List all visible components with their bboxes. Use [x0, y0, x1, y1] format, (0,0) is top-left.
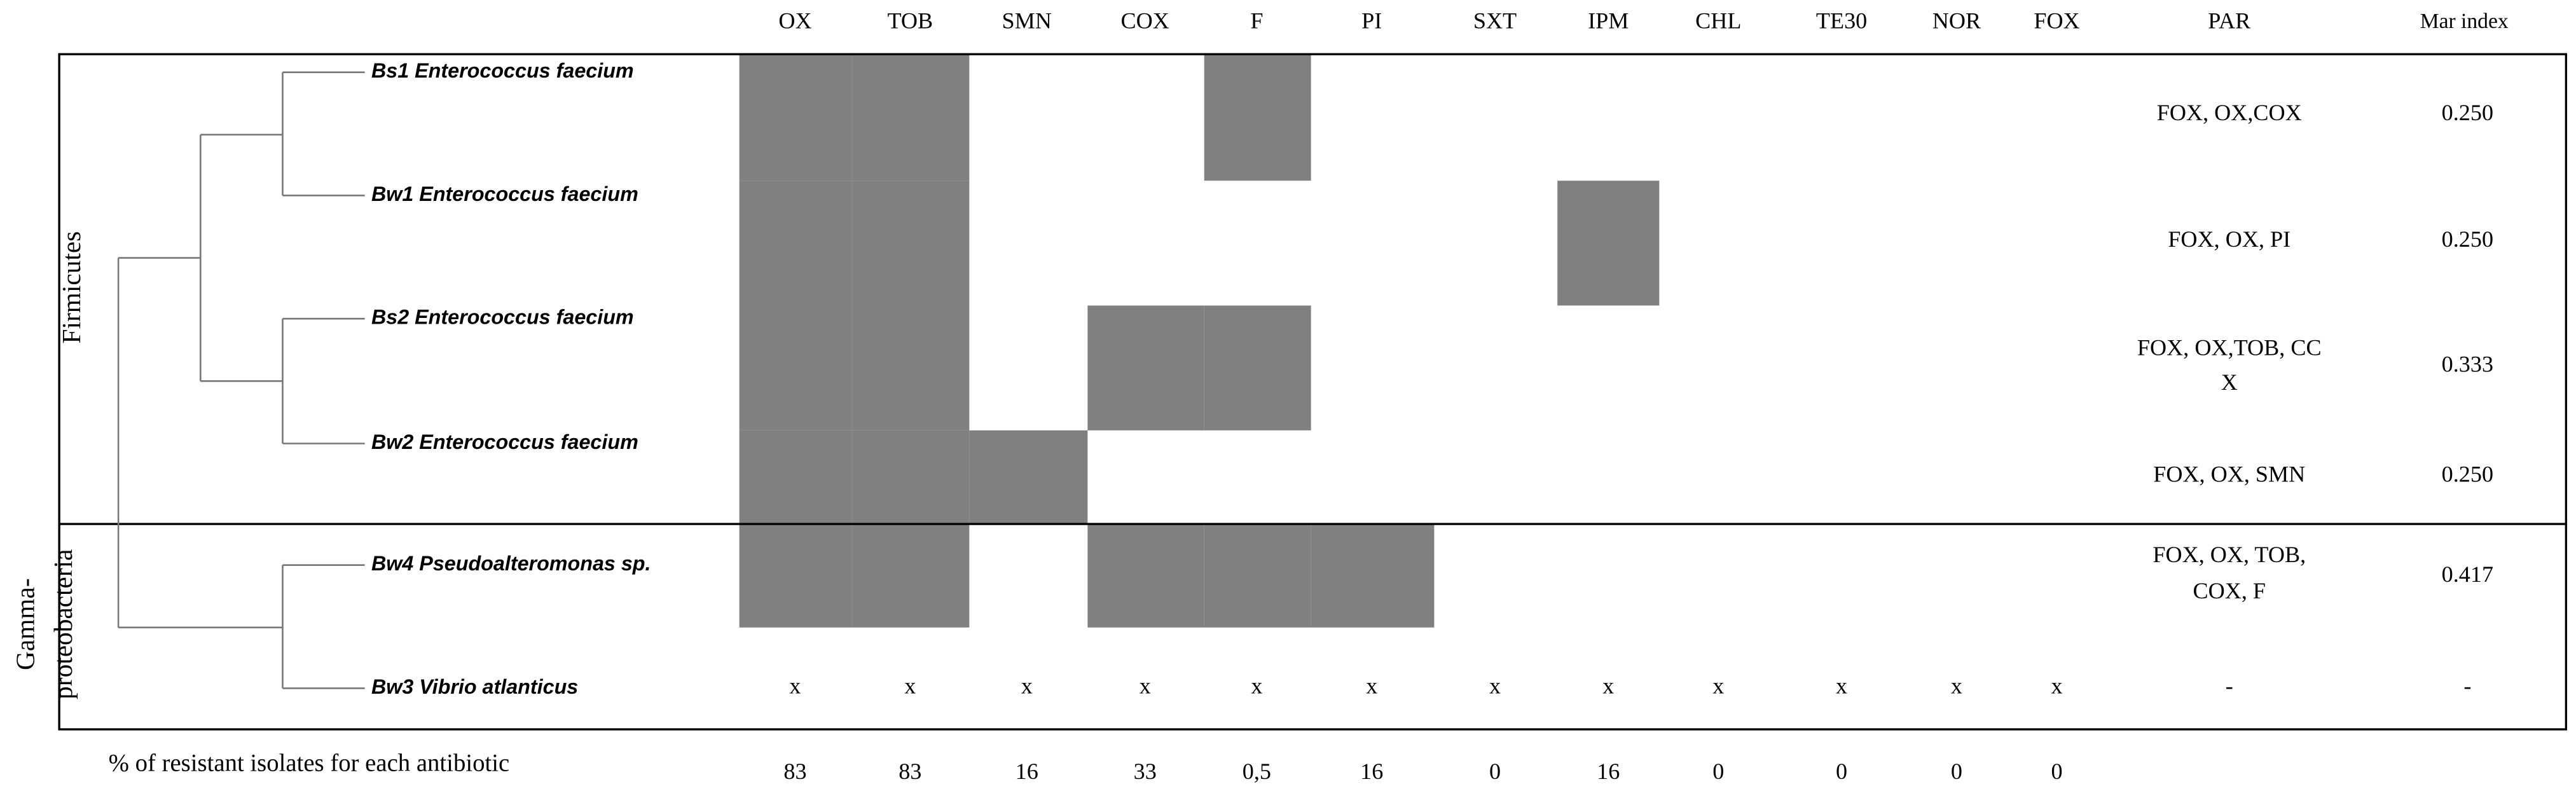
- isolate-label: Bw3 Vibrio atlanticus: [371, 675, 578, 698]
- column-header: NOR: [1932, 8, 1981, 33]
- resistant-cell: [1311, 524, 1435, 628]
- resistant-cell: [739, 54, 853, 181]
- mar-index: 0.417: [2442, 561, 2493, 587]
- mar-index: 0.333: [2442, 351, 2493, 376]
- resistant-cell: [852, 54, 970, 181]
- par-text: X: [2221, 369, 2238, 395]
- column-header: SMN: [1002, 8, 1052, 33]
- isolate-label: Bw1 Enterococcus faecium: [371, 182, 638, 205]
- par-text: -: [2226, 673, 2233, 699]
- isolate-label: Bs1 Enterococcus faecium: [371, 59, 634, 82]
- resistant-cell: [1204, 524, 1311, 628]
- resistant-cell: [852, 181, 970, 306]
- par-text: COX, F: [2193, 578, 2266, 603]
- frame: [58, 53, 2568, 731]
- resistance-percent: 0,5: [1243, 759, 1271, 784]
- column-header: SXT: [1473, 8, 1517, 33]
- na-cell: x: [1602, 673, 1614, 699]
- mar-index: 0.250: [2442, 100, 2493, 125]
- par-text: FOX, OX,COX: [2157, 100, 2302, 125]
- na-cell: x: [1251, 673, 1262, 699]
- na-cell: x: [1489, 673, 1501, 699]
- resistance-percent: 83: [899, 759, 921, 784]
- resistant-cell: [739, 305, 853, 430]
- resistant-cell: [1204, 305, 1311, 430]
- resistant-cell: [1204, 54, 1311, 181]
- mar-index: 0.250: [2442, 461, 2493, 486]
- mar-header: Mar index: [2420, 10, 2509, 33]
- na-cell: x: [1836, 673, 1847, 699]
- column-header: PI: [1361, 8, 1382, 33]
- resistant-cell: [852, 430, 970, 525]
- resistance-percent: 33: [1134, 759, 1157, 784]
- par-text: FOX, OX, PI: [2168, 226, 2290, 252]
- column-header: OX: [778, 8, 811, 33]
- column-header: COX: [1121, 8, 1169, 33]
- na-cell: x: [1712, 673, 1724, 699]
- resistant-cell: [969, 430, 1088, 525]
- resistance-percent: 0: [1489, 759, 1501, 784]
- group-label: Firmicutes: [57, 231, 86, 344]
- mar-index: 0.250: [2442, 226, 2493, 252]
- column-header: FOX: [2034, 8, 2079, 33]
- column-header: F: [1250, 8, 1263, 33]
- resistance-percent: 0: [1712, 759, 1724, 784]
- par-header: PAR: [2208, 8, 2251, 33]
- column-header: TE30: [1816, 8, 1867, 33]
- resistant-cell: [1087, 524, 1204, 628]
- resistance-percent: 0: [1951, 759, 1962, 784]
- resistance-percent: 16: [1016, 759, 1038, 784]
- dendrogram: [117, 71, 365, 689]
- resistant-cell: [852, 305, 970, 430]
- par-text: FOX, OX,TOB, CC: [2137, 335, 2322, 361]
- na-cell: x: [904, 673, 916, 699]
- resistance-percent: 83: [783, 759, 806, 784]
- group-label: Gamma-: [11, 578, 40, 670]
- resistance-percent: 0: [2051, 759, 2062, 784]
- resistant-cell: [739, 430, 853, 525]
- na-cell: x: [2051, 673, 2062, 699]
- mar-index: -: [2463, 673, 2471, 699]
- isolate-label: Bs2 Enterococcus faecium: [371, 306, 634, 329]
- resistance-percent: 16: [1360, 759, 1383, 784]
- isolate-label: Bw2 Enterococcus faecium: [371, 430, 638, 453]
- resistant-cell: [1087, 305, 1204, 430]
- resistant-cell: [852, 524, 970, 628]
- resistant-cell: [739, 524, 853, 628]
- par-text: FOX, OX, SMN: [2153, 461, 2305, 486]
- na-cell: x: [789, 673, 801, 699]
- resistance-percent: 0: [1836, 759, 1847, 784]
- column-header: CHL: [1695, 8, 1741, 33]
- group-label: proteobacteria: [48, 549, 78, 699]
- footer-label: % of resistant isolates for each antibio…: [109, 750, 510, 777]
- resistant-cell: [739, 181, 853, 306]
- na-cell: x: [1366, 673, 1377, 699]
- na-cell: x: [1951, 673, 1962, 699]
- isolate-label: Bw4 Pseudoalteromonas sp.: [371, 552, 651, 575]
- resistant-cell: [1557, 181, 1660, 306]
- resistance-percent: 16: [1597, 759, 1620, 784]
- na-cell: x: [1021, 673, 1033, 699]
- column-header: TOB: [887, 8, 933, 33]
- na-cell: x: [1140, 673, 1151, 699]
- par-text: FOX, OX, TOB,: [2152, 542, 2306, 567]
- column-header: IPM: [1588, 8, 1629, 33]
